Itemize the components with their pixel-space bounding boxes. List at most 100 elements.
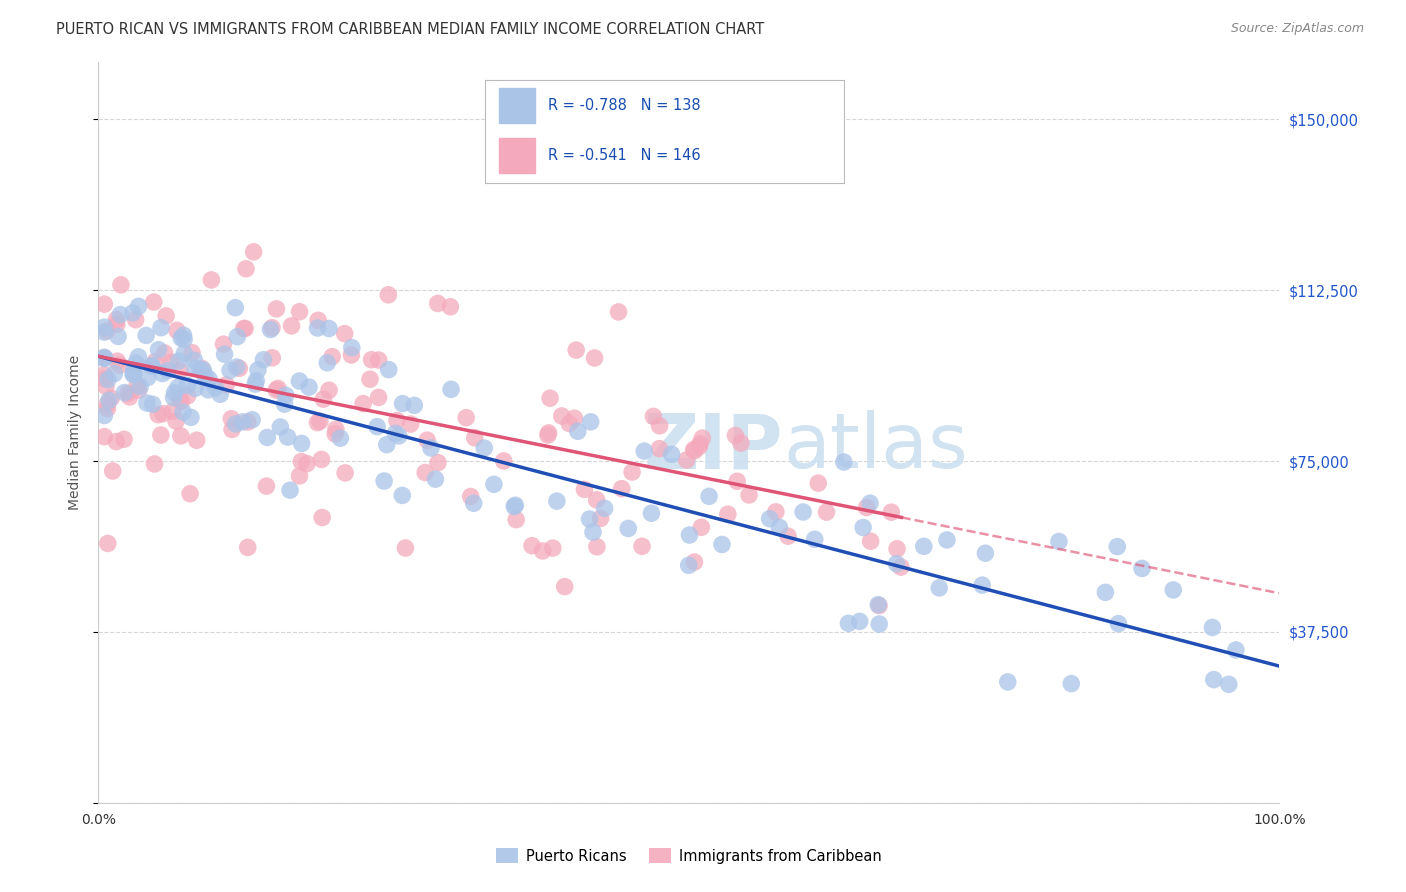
- Text: ZIP: ZIP: [644, 410, 783, 484]
- Point: [531, 544, 554, 558]
- Point: [149, 428, 172, 442]
- Point: [675, 453, 697, 467]
- Point: [148, 343, 170, 357]
- Point: [291, 436, 314, 450]
- Point: [214, 347, 236, 361]
- Point: [307, 321, 329, 335]
- Point: [758, 512, 780, 526]
- Point: [928, 581, 950, 595]
- Point: [256, 479, 278, 493]
- Point: [537, 428, 560, 442]
- Point: [505, 513, 527, 527]
- Point: [148, 408, 170, 422]
- Point: [340, 348, 363, 362]
- Point: [97, 393, 120, 408]
- Point: [661, 447, 683, 461]
- Bar: [499, 137, 536, 173]
- Point: [388, 429, 411, 443]
- Point: [141, 359, 163, 373]
- Point: [309, 414, 332, 428]
- Point: [360, 352, 382, 367]
- Point: [166, 323, 188, 337]
- Point: [541, 541, 564, 555]
- Point: [165, 414, 187, 428]
- Point: [121, 306, 143, 320]
- Point: [768, 520, 790, 534]
- Point: [94, 379, 117, 393]
- Point: [274, 388, 297, 402]
- Point: [385, 413, 408, 427]
- Point: [173, 328, 195, 343]
- Point: [367, 353, 389, 368]
- Point: [307, 313, 329, 327]
- Point: [312, 392, 335, 407]
- Point: [1060, 676, 1083, 690]
- Point: [316, 356, 339, 370]
- Point: [142, 295, 165, 310]
- Point: [256, 430, 278, 444]
- Point: [163, 385, 186, 400]
- Point: [859, 496, 882, 510]
- Point: [717, 507, 740, 521]
- Point: [648, 442, 671, 456]
- Point: [180, 410, 202, 425]
- Point: [232, 321, 254, 335]
- Point: [593, 501, 616, 516]
- Point: [420, 441, 443, 455]
- Point: [1161, 582, 1184, 597]
- Point: [565, 343, 588, 357]
- Point: [464, 431, 486, 445]
- Point: [426, 296, 449, 310]
- Point: [141, 359, 163, 374]
- Point: [93, 320, 115, 334]
- Point: [318, 321, 340, 335]
- Point: [288, 374, 311, 388]
- Point: [93, 351, 115, 365]
- Point: [585, 492, 607, 507]
- Point: [191, 361, 214, 376]
- Point: [373, 474, 395, 488]
- Point: [209, 387, 232, 401]
- Point: [567, 425, 589, 439]
- Point: [472, 441, 495, 455]
- Point: [143, 457, 166, 471]
- Point: [96, 397, 118, 411]
- Point: [153, 346, 176, 360]
- Point: [318, 384, 340, 398]
- Y-axis label: Median Family Income: Median Family Income: [67, 355, 82, 510]
- Point: [93, 372, 115, 386]
- Point: [136, 370, 159, 384]
- Point: [439, 300, 461, 314]
- Point: [333, 326, 356, 341]
- Point: [236, 541, 259, 555]
- Point: [391, 488, 413, 502]
- Point: [266, 301, 288, 316]
- Point: [101, 464, 124, 478]
- Point: [112, 385, 135, 400]
- Point: [269, 420, 291, 434]
- Point: [127, 350, 149, 364]
- Point: [367, 390, 389, 404]
- Point: [93, 368, 115, 382]
- Point: [765, 505, 787, 519]
- Point: [219, 363, 242, 377]
- Point: [640, 506, 662, 520]
- Point: [325, 422, 347, 436]
- Point: [683, 555, 706, 569]
- Point: [582, 525, 605, 540]
- Point: [868, 617, 890, 632]
- Point: [129, 379, 152, 393]
- Point: [340, 341, 363, 355]
- Point: [890, 560, 912, 574]
- Point: [198, 372, 221, 386]
- Point: [93, 325, 115, 339]
- Point: [1218, 677, 1240, 691]
- Point: [1202, 673, 1225, 687]
- Point: [815, 505, 838, 519]
- Point: [578, 512, 600, 526]
- Point: [683, 443, 706, 458]
- Point: [221, 422, 243, 436]
- Point: [225, 359, 247, 374]
- Point: [1047, 534, 1070, 549]
- Point: [228, 361, 250, 376]
